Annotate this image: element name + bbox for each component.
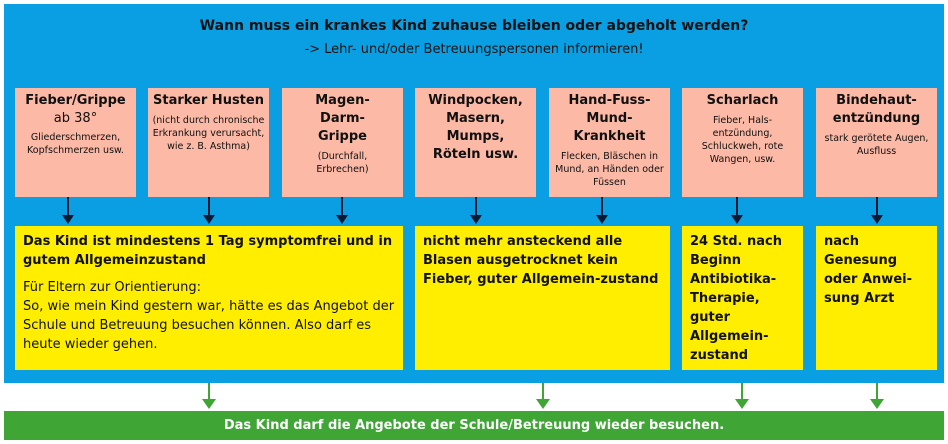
note-text: So, wie mein Kind gestern war, hätte es … xyxy=(23,299,395,352)
arrow-down-icon xyxy=(871,197,883,224)
diagram-subtitle: -> Lehr- und/oder Betreuungspersonen inf… xyxy=(304,42,644,57)
symptom-detail: Fieber, Hals-entzündung, Schluckweh, rot… xyxy=(701,115,784,165)
symptom-title: Magen-Darm-Grippe xyxy=(315,93,370,144)
symptom-title: Bindehaut-entzündung xyxy=(832,93,921,126)
symptom-box-husten: Starker Husten (nicht durch chronische Er… xyxy=(148,88,269,197)
green-arrow-down-icon xyxy=(735,383,749,409)
symptom-title: Hand-Fuss-Mund-Krankheit xyxy=(568,93,651,144)
green-arrow-down-icon xyxy=(202,383,216,409)
symptom-detail: Flecken, Bläschen in Mund, an Händen ode… xyxy=(555,151,664,188)
symptom-box-bindehaut: Bindehaut-entzündung stark gerötete Augen… xyxy=(816,88,937,197)
symptom-title: Windpocken, Masern, Mumps, Röteln usw. xyxy=(428,93,523,162)
condition-note: Für Eltern zur Orientierung: So, wie mein… xyxy=(23,278,395,354)
symptom-box-fieber: Fieber/Grippe ab 38° Gliederschmerzen, Kop… xyxy=(15,88,136,197)
arrow-down-icon xyxy=(596,197,608,224)
condition-text: nach Genesung oder Anwei-sung Arzt xyxy=(824,234,912,306)
condition-text: Das Kind ist mindestens 1 Tag symptomfre… xyxy=(23,234,393,268)
condition-box-symptomfrei: Das Kind ist mindestens 1 Tag symptomfre… xyxy=(15,226,403,370)
green-arrow-down-icon xyxy=(536,383,550,409)
symptom-title: Starker Husten xyxy=(153,93,264,108)
condition-text: 24 Std. nach Beginn Antibiotika-Therapie… xyxy=(690,234,782,363)
note-label: Für Eltern zur Orientierung: xyxy=(23,280,202,295)
symptom-detail: stark gerötete Augen, Ausfluss xyxy=(824,133,929,157)
arrow-down-icon xyxy=(731,197,743,224)
symptom-box-magen-darm: Magen-Darm-Grippe (Durchfall, Erbrechen) xyxy=(282,88,403,197)
symptom-box-scharlach: Scharlach Fieber, Hals-entzündung, Schluc… xyxy=(682,88,803,197)
symptom-detail: (nicht durch chronische Erkrankung verur… xyxy=(152,115,265,152)
symptom-title: Fieber/Grippe xyxy=(25,93,126,108)
symptom-detail: Gliederschmerzen, Kopfschmerzen usw. xyxy=(27,132,124,156)
condition-text: nicht mehr ansteckend alle Blasen ausget… xyxy=(423,234,659,287)
result-bar: Das Kind darf die Angebote der Schule/Be… xyxy=(4,411,944,440)
arrow-down-icon xyxy=(336,197,348,224)
symptom-box-windpocken: Windpocken, Masern, Mumps, Röteln usw. xyxy=(415,88,536,197)
symptom-sub: ab 38° xyxy=(53,111,98,126)
arrow-down-icon xyxy=(62,197,74,224)
green-arrow-down-icon xyxy=(870,383,884,409)
arrow-down-icon xyxy=(470,197,482,224)
symptom-detail: (Durchfall, Erbrechen) xyxy=(316,151,369,175)
arrow-down-icon xyxy=(203,197,215,224)
diagram-title: Wann muss ein krankes Kind zuhause bleib… xyxy=(199,18,749,34)
condition-box-antibiotika: 24 Std. nach Beginn Antibiotika-Therapie… xyxy=(682,226,803,370)
symptom-box-hand-fuss-mund: Hand-Fuss-Mund-Krankheit Flecken, Bläsche… xyxy=(549,88,670,197)
symptom-title: Scharlach xyxy=(706,93,779,108)
condition-box-genesung: nach Genesung oder Anwei-sung Arzt xyxy=(816,226,937,370)
condition-box-nicht-ansteckend: nicht mehr ansteckend alle Blasen ausget… xyxy=(415,226,670,370)
